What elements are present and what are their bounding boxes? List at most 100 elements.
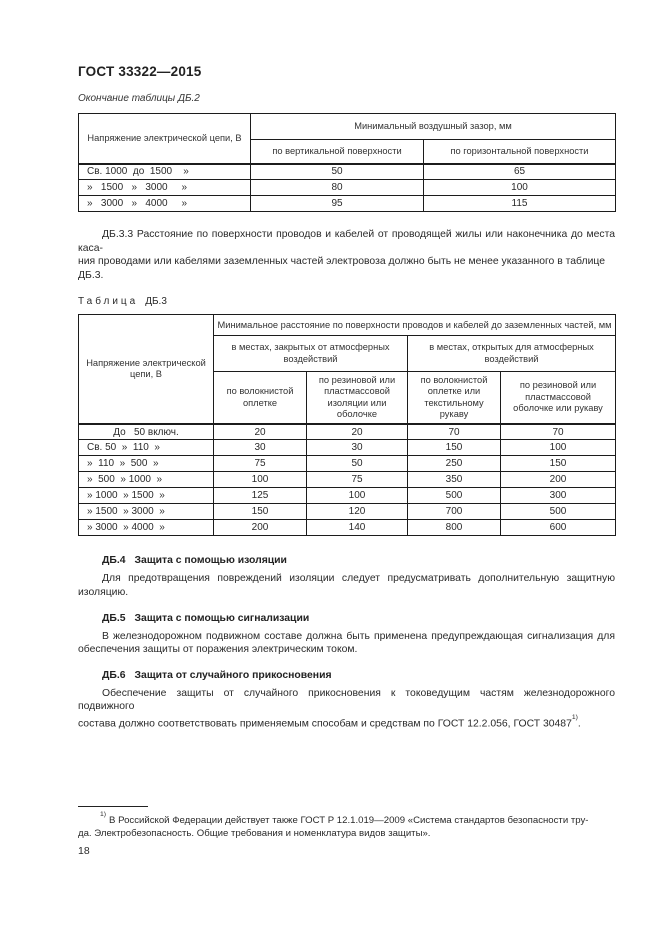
section-db4: ДБ.4 Защита с помощью изоляции Для предот… bbox=[78, 555, 615, 599]
table-db3-group-open: в местах, открытых для атмосферных возде… bbox=[406, 335, 617, 373]
voltage-range-cell: » 1500 » 3000 » bbox=[78, 179, 251, 196]
table-db2-caption: Окончание таблицы ДБ.2 bbox=[78, 93, 200, 104]
section-db5: ДБ.5 Защита с помощью сигнализации В желе… bbox=[78, 613, 615, 657]
value-cell: 100 bbox=[306, 487, 408, 505]
paragraph-line: состава должно соответствовать применяем… bbox=[78, 714, 615, 731]
voltage-range-cell: » 3000 » 4000 » bbox=[78, 519, 214, 537]
value-cell: 140 bbox=[306, 519, 408, 537]
value-cell: 30 bbox=[306, 439, 408, 457]
document-title: ГОСТ 33322—2015 bbox=[78, 64, 202, 79]
value-cell: 100 bbox=[423, 179, 616, 196]
value-cell: 20 bbox=[213, 423, 307, 441]
voltage-range-cell: » 1500 » 3000 » bbox=[78, 503, 214, 521]
table-row: » 1500 » 3000 » 150 120 700 500 bbox=[78, 503, 617, 521]
value-cell: 500 bbox=[499, 503, 617, 521]
voltage-range-cell: Св. 50 » 110 » bbox=[78, 439, 214, 457]
table-row: » 1000 » 1500 » 125 100 500 300 bbox=[78, 487, 617, 505]
paragraph-line: изоляцию. bbox=[78, 586, 129, 598]
value-cell: 200 bbox=[499, 471, 617, 489]
section-number: ДБ.6 bbox=[102, 669, 126, 681]
voltage-range-cell: » 1000 » 1500 » bbox=[78, 487, 214, 505]
table-row: Св. 50 » 110 » 30 30 150 100 bbox=[78, 439, 617, 457]
paragraph-line: В железнодорожном подвижном составе долж… bbox=[102, 630, 615, 642]
value-cell: 250 bbox=[407, 455, 501, 473]
voltage-range-cell: Св. 1000 до 1500 » bbox=[78, 163, 251, 180]
paragraph-text: состава должно соответствовать применяем… bbox=[78, 718, 572, 730]
value-cell: 30 bbox=[213, 439, 307, 457]
value-cell: 75 bbox=[306, 471, 408, 489]
value-cell: 115 bbox=[423, 195, 616, 212]
value-cell: 125 bbox=[213, 487, 307, 505]
value-cell: 75 bbox=[213, 455, 307, 473]
table-db3-label-word: Таблица bbox=[78, 296, 139, 308]
paragraph-text: . bbox=[577, 718, 581, 730]
value-cell: 150 bbox=[499, 455, 617, 473]
value-cell: 95 bbox=[250, 195, 424, 212]
section-title: Защита от случайного прикосновения bbox=[134, 669, 332, 681]
table-db2: Напряжение электрической цепи, В Минимал… bbox=[78, 113, 616, 212]
table-db3-subheader: по резиновой или пластмассовой оболочке … bbox=[499, 371, 617, 425]
page-content: ГОСТ 33322—2015 Окончание таблицы ДБ.2 Н… bbox=[78, 0, 617, 731]
value-cell: 70 bbox=[407, 423, 501, 441]
paragraph-db33: ДБ.3.3 Расстояние по поверхности проводо… bbox=[78, 228, 615, 282]
paragraph-line: ния проводами или кабелями заземленных ч… bbox=[78, 256, 605, 281]
table-row: » 110 » 500 » 75 50 250 150 bbox=[78, 455, 617, 473]
table-db2-span-header: Минимальный воздушный зазор, мм bbox=[250, 113, 616, 140]
table-db3-subheader: по волокнистой оплетке или текстильному … bbox=[407, 371, 501, 425]
section-db6: ДБ.6 Защита от случайного прикосновения О… bbox=[78, 670, 615, 731]
paragraph-line: ДБ.3.3 Расстояние по поверхности проводо… bbox=[78, 229, 615, 254]
table-db2-subheader-row: по вертикальной поверхности по горизонта… bbox=[79, 139, 616, 165]
value-cell: 350 bbox=[407, 471, 501, 489]
voltage-range-cell: До 50 включ. bbox=[78, 423, 214, 441]
footnote-text: В Российской Федерации действует также Г… bbox=[109, 815, 589, 827]
value-cell: 200 bbox=[213, 519, 307, 537]
value-cell: 600 bbox=[499, 519, 617, 537]
value-cell: 80 bbox=[250, 179, 424, 196]
voltage-range-cell: » 110 » 500 » bbox=[78, 455, 214, 473]
value-cell: 100 bbox=[499, 439, 617, 457]
footnote: 1)В Российской Федерации действует также… bbox=[78, 806, 615, 840]
value-cell: 120 bbox=[306, 503, 408, 521]
section-heading: ДБ.5 Защита с помощью сигнализации bbox=[102, 613, 615, 624]
voltage-range-cell: » 3000 » 4000 » bbox=[78, 195, 251, 212]
paragraph-line: Обеспечение защиты от случайного прикосн… bbox=[78, 687, 615, 713]
table-row: » 500 » 1000 » 100 75 350 200 bbox=[78, 471, 617, 489]
value-cell: 800 bbox=[407, 519, 501, 537]
table-db3: Напряжение электрической цепи, В Минимал… bbox=[78, 314, 617, 537]
section-paragraph: Обеспечение защиты от случайного прикосн… bbox=[78, 687, 615, 731]
table-row: » 3000 » 4000 » 95 115 bbox=[78, 195, 616, 212]
value-cell: 70 bbox=[499, 423, 617, 441]
value-cell: 20 bbox=[306, 423, 408, 441]
table-db2-voltage-header: Напряжение электрической цепи, В bbox=[78, 113, 251, 165]
section-heading: ДБ.4 Защита с помощью изоляции bbox=[102, 555, 615, 566]
section-paragraph: Для предотвращения повреждений изоляции … bbox=[78, 572, 615, 599]
table-db3-subheader: по волокнистой оплетке bbox=[213, 371, 307, 425]
section-number: ДБ.4 bbox=[102, 555, 126, 567]
table-row: » 3000 » 4000 » 200 140 800 600 bbox=[78, 519, 617, 537]
table-db3-label: Таблица ДБ.3 bbox=[78, 296, 615, 307]
section-paragraph: В железнодорожном подвижном составе долж… bbox=[78, 630, 615, 657]
value-cell: 50 bbox=[250, 163, 424, 180]
value-cell: 65 bbox=[423, 163, 616, 180]
table-db2-subheader-horizontal: по горизонтальной поверхности bbox=[423, 139, 616, 165]
table-db3-group-closed: в местах, закрытых от атмосферных воздей… bbox=[213, 335, 408, 373]
table-db2-subheader-vertical: по вертикальной поверхности bbox=[250, 139, 424, 165]
footnote-divider bbox=[78, 806, 148, 807]
table-db3-span-header: Минимальное расстояние по поверхности пр… bbox=[212, 314, 617, 337]
section-title: Защита с помощью сигнализации bbox=[134, 612, 310, 624]
table-db3-subheader: по резиновой или пластмассовой изоляции … bbox=[306, 371, 408, 425]
footnote-line: 1)В Российской Федерации действует также… bbox=[78, 811, 615, 828]
value-cell: 500 bbox=[407, 487, 501, 505]
table-db3-span-row: Напряжение электрической цепи, В Минимал… bbox=[78, 314, 617, 425]
value-cell: 300 bbox=[499, 487, 617, 505]
footnote-marker: 1) bbox=[100, 811, 107, 818]
value-cell: 100 bbox=[213, 471, 307, 489]
section-number: ДБ.5 bbox=[102, 612, 126, 624]
table-db3-label-id: ДБ.3 bbox=[145, 296, 167, 308]
table-row: Св. 1000 до 1500 » 50 65 bbox=[78, 163, 616, 180]
section-title: Защита с помощью изоляции bbox=[134, 555, 287, 567]
footnote-line: да. Электробезопасность. Общие требовани… bbox=[78, 827, 431, 839]
voltage-range-cell: » 500 » 1000 » bbox=[78, 471, 214, 489]
value-cell: 150 bbox=[407, 439, 501, 457]
table-row: До 50 включ. 20 20 70 70 bbox=[78, 423, 617, 441]
